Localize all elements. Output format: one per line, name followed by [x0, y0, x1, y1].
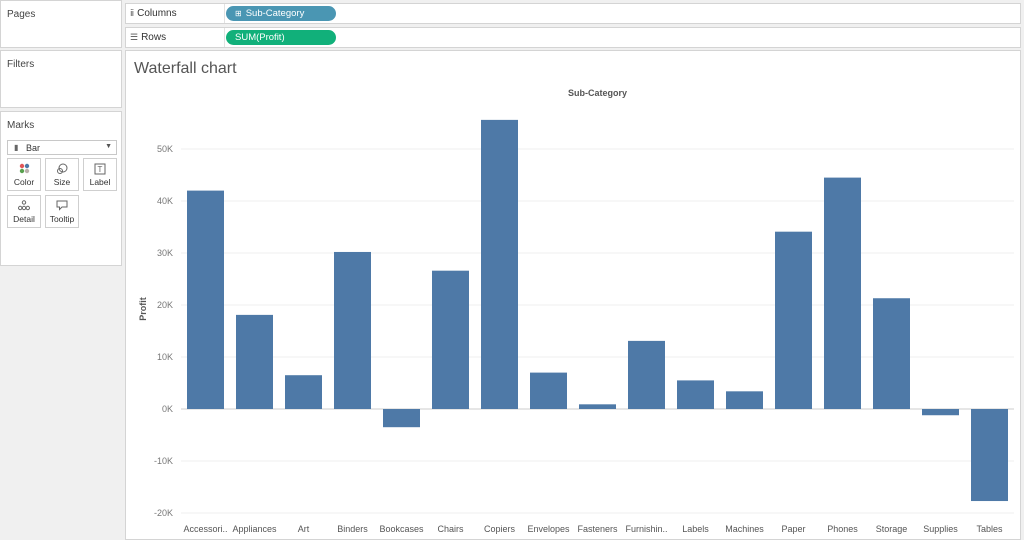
expand-plus-icon: ⊞: [235, 9, 242, 18]
detail-button-label: Detail: [13, 214, 35, 224]
x-tick-label: Binders: [337, 524, 368, 534]
bar-binders[interactable]: [334, 251, 371, 409]
label-button-label: Label: [89, 177, 111, 187]
y-tick-label: 50K: [157, 144, 173, 154]
profit-bar-chart[interactable]: Sub-Category -20K -10K 0K 10K 20K 30K 40K 50K Pro…: [126, 51, 1020, 539]
x-tick-label: Envelopes: [527, 524, 570, 534]
shelf-divider: [224, 4, 225, 23]
x-tick-label: Appliances: [232, 524, 277, 534]
tooltip-button-label: Tooltip: [49, 214, 75, 224]
rows-label-text: Rows: [141, 32, 167, 43]
sub-category-pill[interactable]: ⊞ Sub-Category: [226, 6, 336, 21]
y-tick-label: 40K: [157, 196, 173, 206]
mark-type-label: Bar: [26, 143, 41, 153]
rows-shelf[interactable]: ☰ Rows SUM(Profit): [125, 27, 1021, 48]
text-label-icon: T: [84, 162, 116, 175]
x-tick-label: Chairs: [437, 524, 464, 534]
filters-card[interactable]: Filters: [0, 50, 122, 108]
detail-button[interactable]: Detail: [7, 195, 41, 228]
x-tick-label: Phones: [827, 524, 858, 534]
rows-icon: ☰: [130, 32, 139, 42]
bar-supplies[interactable]: [922, 409, 959, 416]
x-tick-label: Paper: [781, 524, 805, 534]
bar-fasteners[interactable]: [579, 404, 616, 409]
columns-label-text: Columns: [137, 8, 177, 19]
label-button[interactable]: T Label: [83, 158, 117, 191]
y-tick-label: 0K: [162, 404, 173, 414]
detail-dots-icon: [8, 199, 40, 212]
x-tick-label: Furnishin..: [625, 524, 667, 534]
bar-tables[interactable]: [971, 409, 1008, 502]
x-tick-label: Storage: [876, 524, 908, 534]
sum-profit-pill-label: SUM(Profit): [235, 32, 285, 43]
bar-phones[interactable]: [824, 177, 861, 409]
bar-labels[interactable]: [677, 380, 714, 409]
columns-shelf[interactable]: ⅱ Columns ⊞ Sub-Category: [125, 3, 1021, 24]
y-tick-label: 10K: [157, 352, 173, 362]
x-tick-label: Labels: [682, 524, 709, 534]
marks-title: Marks: [7, 120, 35, 131]
y-tick-label: 20K: [157, 300, 173, 310]
sum-profit-pill[interactable]: SUM(Profit): [226, 30, 336, 45]
y-tick-label: 30K: [157, 248, 173, 258]
bar-appliances[interactable]: [236, 314, 273, 409]
size-button-label: Size: [53, 177, 71, 187]
pages-card[interactable]: Pages: [0, 0, 122, 48]
column-header: Sub-Category: [568, 88, 627, 98]
x-tick-label: Supplies: [923, 524, 958, 534]
bar-chairs[interactable]: [432, 270, 469, 409]
size-circles-icon: [46, 162, 78, 175]
x-tick-label: Tables: [976, 524, 1003, 534]
x-tick-label: Accessori..: [183, 524, 227, 534]
sub-category-pill-label: Sub-Category: [245, 8, 305, 19]
y-tick-label: -10K: [154, 456, 173, 466]
speech-bubble-icon: [46, 199, 78, 212]
y-tick-label: -20K: [154, 508, 173, 518]
bar-machines[interactable]: [726, 391, 763, 409]
bar-copiers[interactable]: [481, 119, 518, 409]
bar-envelopes[interactable]: [530, 372, 567, 409]
columns-shelf-label: ⅱ Columns: [130, 8, 177, 19]
size-button[interactable]: Size: [45, 158, 79, 191]
bar-furnishin[interactable]: [628, 340, 665, 409]
bar-bookcases[interactable]: [383, 409, 420, 428]
x-tick-label: Bookcases: [379, 524, 424, 534]
x-tick-label: Machines: [725, 524, 764, 534]
bar-accessori[interactable]: [187, 190, 224, 409]
rows-shelf-label: ☰ Rows: [130, 32, 166, 43]
x-tick-label: Fasteners: [577, 524, 618, 534]
view-title: Waterfall chart: [134, 60, 237, 77]
svg-text:T: T: [98, 165, 103, 174]
y-axis-title: Profit: [138, 297, 148, 321]
x-tick-label: Art: [298, 524, 310, 534]
pages-title: Pages: [7, 9, 36, 20]
color-button-label: Color: [13, 177, 35, 187]
worksheet-view[interactable]: Waterfall chart Sub-Category -20K -10K 0K 10…: [125, 50, 1021, 540]
mark-type-select[interactable]: ▮ Bar ▼: [7, 140, 117, 155]
marks-card: Marks ▮ Bar ▼ Color Size T Label Detail …: [0, 111, 122, 266]
shelf-divider: [224, 28, 225, 47]
columns-icon: ⅱ: [130, 8, 135, 18]
bar-art[interactable]: [285, 375, 322, 409]
x-tick-label: Copiers: [484, 524, 516, 534]
color-dots-icon: [8, 162, 40, 175]
tooltip-button[interactable]: Tooltip: [45, 195, 79, 228]
bar-chart-icon: ▮: [14, 143, 19, 152]
chevron-down-icon: ▼: [105, 143, 112, 150]
color-button[interactable]: Color: [7, 158, 41, 191]
bar-paper[interactable]: [775, 231, 812, 409]
filters-title: Filters: [7, 59, 35, 70]
bar-storage[interactable]: [873, 298, 910, 409]
